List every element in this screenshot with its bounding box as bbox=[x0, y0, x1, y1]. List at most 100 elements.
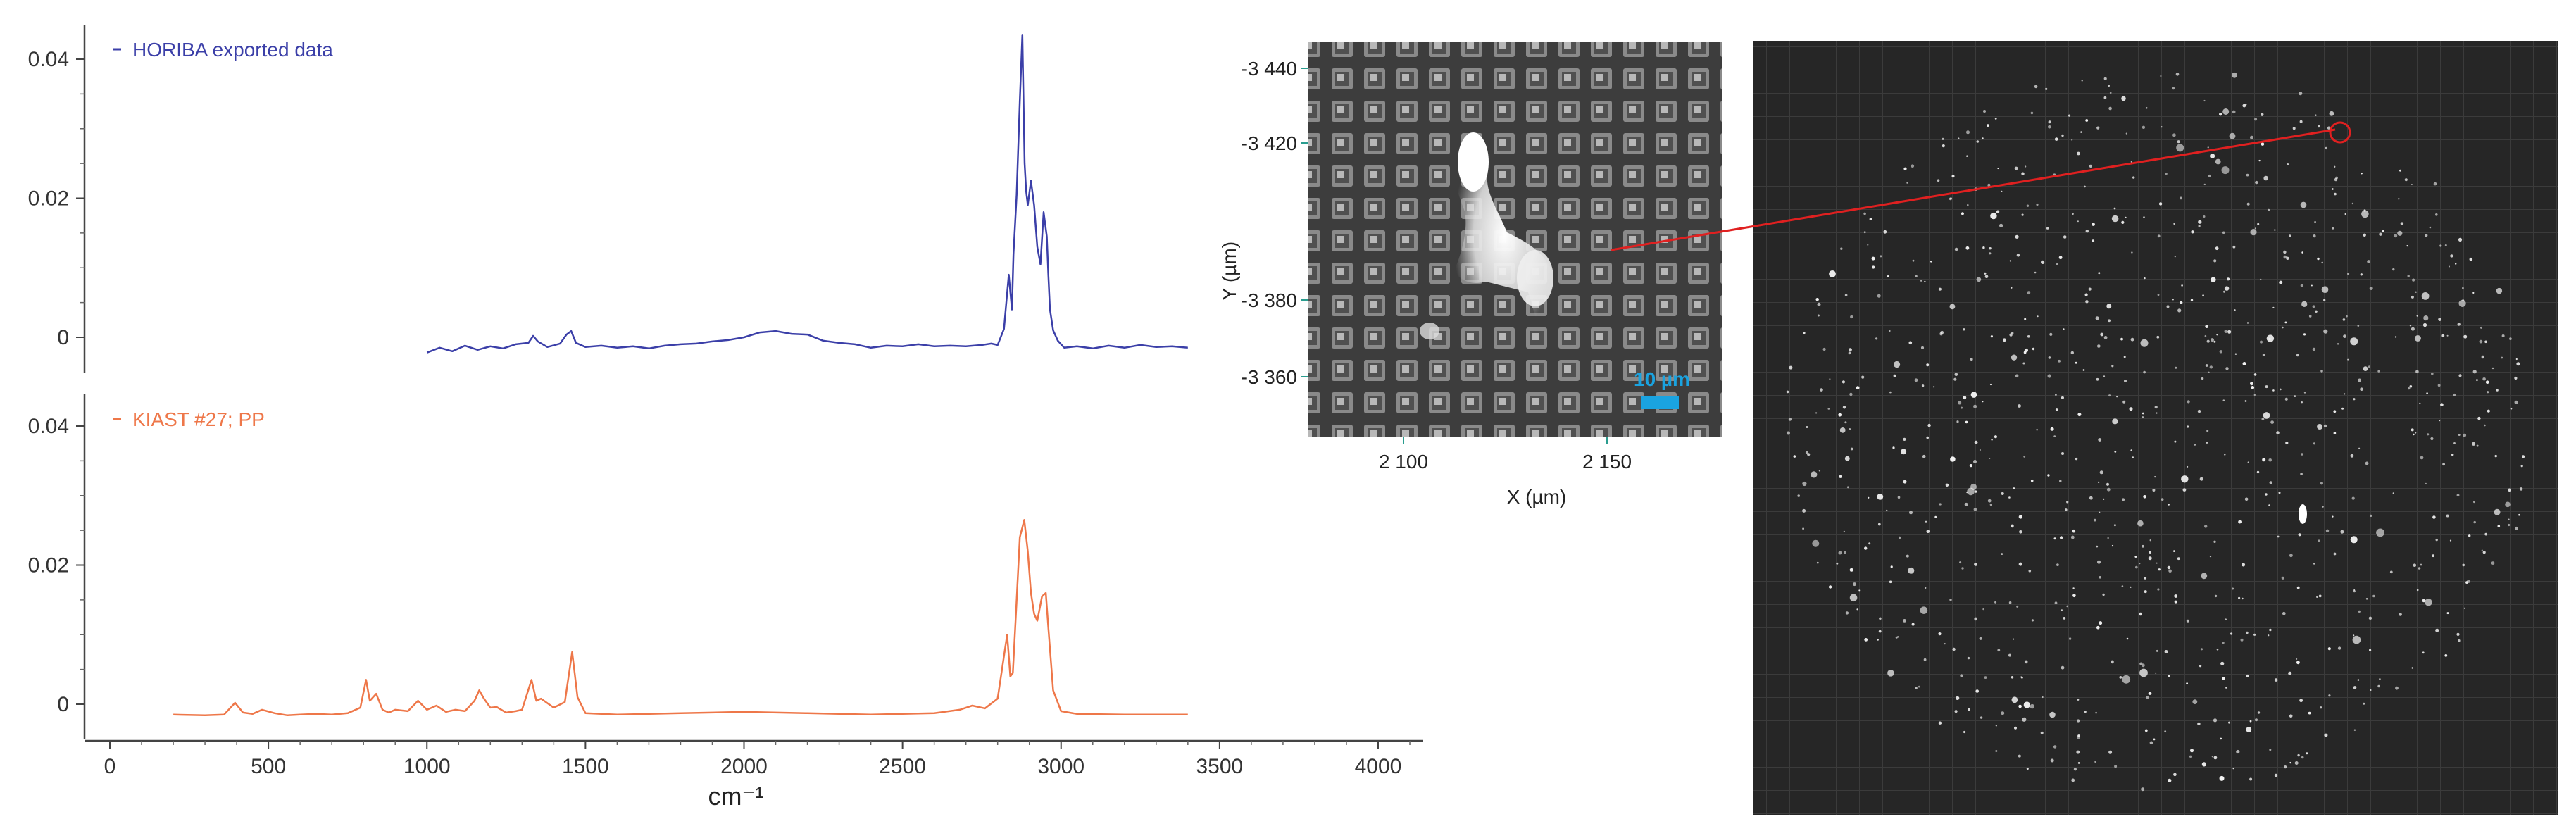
particle-speck bbox=[2175, 73, 2180, 76]
particle-speck bbox=[2240, 638, 2244, 642]
particle-speck bbox=[2143, 370, 2146, 374]
particle-speck bbox=[1838, 551, 1842, 555]
particle-speck bbox=[2125, 216, 2127, 218]
particle-speck bbox=[2194, 444, 2196, 446]
particle-speck bbox=[1815, 412, 1818, 414]
particle-speck bbox=[2001, 492, 2004, 496]
particle-speck bbox=[2197, 722, 2201, 726]
particle-speck bbox=[1938, 721, 1942, 725]
particle-speck bbox=[2397, 230, 2403, 236]
particle-speck bbox=[2246, 727, 2252, 732]
y-tick-label: 0 bbox=[57, 326, 69, 349]
particle-speck bbox=[2308, 711, 2311, 715]
particle-speck bbox=[2282, 326, 2284, 329]
particle-speck bbox=[2439, 420, 2441, 422]
particle-speck bbox=[2050, 427, 2054, 431]
particle-speck bbox=[2268, 208, 2270, 211]
particle-speck bbox=[2221, 166, 2230, 175]
particle-speck bbox=[1853, 582, 1856, 587]
particle-speck bbox=[1973, 508, 1977, 511]
particle-speck bbox=[2487, 391, 2489, 394]
particle-speck bbox=[2201, 762, 2206, 767]
particle-speck bbox=[2161, 126, 2163, 128]
particle-speck bbox=[2322, 506, 2324, 508]
particle-speck bbox=[2085, 230, 2089, 233]
particle-speck bbox=[1987, 124, 1989, 127]
particle-speck bbox=[2232, 587, 2234, 590]
particle-speck bbox=[2298, 533, 2301, 537]
particle-speck bbox=[1990, 335, 1993, 338]
particle-speck bbox=[2222, 231, 2225, 234]
particle-speck bbox=[2011, 332, 2014, 334]
particle-speck bbox=[1956, 696, 1960, 701]
particle-speck bbox=[1926, 363, 1930, 367]
particle-speck bbox=[2103, 498, 2105, 501]
particle-speck bbox=[1926, 436, 1929, 439]
particle-speck bbox=[1836, 562, 1839, 565]
particle-speck bbox=[1789, 365, 1793, 370]
particle-speck bbox=[2049, 332, 2053, 336]
particle-speck bbox=[2358, 447, 2361, 449]
particle-speck bbox=[1980, 716, 1983, 719]
particle-speck bbox=[1861, 375, 1865, 379]
particle-speck bbox=[1984, 272, 1987, 275]
particle-speck bbox=[1958, 137, 1960, 139]
particle-speck bbox=[2289, 761, 2291, 764]
particle-speck bbox=[2438, 318, 2442, 321]
particle-speck bbox=[1956, 420, 1959, 423]
particle-speck bbox=[2246, 631, 2249, 634]
particle-speck bbox=[1840, 247, 1843, 250]
particle-speck bbox=[2025, 165, 2027, 168]
particle-speck bbox=[1974, 563, 1977, 566]
particle-speck bbox=[2408, 387, 2411, 390]
particle-speck bbox=[1818, 470, 1821, 472]
particle-speck bbox=[1996, 210, 2000, 213]
particle-speck bbox=[2204, 525, 2208, 528]
particle-speck bbox=[1912, 259, 1915, 262]
particle-speck bbox=[2414, 335, 2421, 342]
particle-speck bbox=[2055, 394, 2057, 396]
particle-speck bbox=[2463, 433, 2467, 437]
particle-speck bbox=[1849, 568, 1853, 572]
particle-speck bbox=[2036, 203, 2039, 206]
particle-speck bbox=[2425, 599, 2432, 606]
particle-speck bbox=[2357, 325, 2360, 327]
particle-speck bbox=[2501, 356, 2503, 359]
particle-speck bbox=[2254, 118, 2258, 121]
particle-speck bbox=[1932, 386, 1935, 388]
particle-speck bbox=[2318, 125, 2320, 128]
particle-speck bbox=[2327, 647, 2331, 651]
particle-speck bbox=[2048, 120, 2051, 124]
particle-speck bbox=[2422, 323, 2427, 327]
particle-speck bbox=[1983, 110, 1986, 113]
particle-speck bbox=[1989, 458, 1991, 459]
particle-speck bbox=[2156, 562, 2158, 564]
particle-speck bbox=[2132, 176, 2135, 179]
particle-speck bbox=[2516, 362, 2520, 366]
particle-speck bbox=[2168, 569, 2172, 573]
particle-speck bbox=[2312, 347, 2316, 351]
particle-speck bbox=[2261, 418, 2265, 421]
particle-speck bbox=[2472, 442, 2476, 446]
x-tick-label: 2000 bbox=[720, 755, 768, 778]
particle-speck bbox=[2103, 375, 2106, 377]
series-lines bbox=[173, 34, 1188, 717]
x-tick-label: 3000 bbox=[1037, 755, 1084, 778]
particle-speck bbox=[2415, 370, 2419, 374]
particle-speck bbox=[2199, 665, 2202, 668]
particle-speck bbox=[2112, 418, 2118, 425]
particle-speck bbox=[2077, 762, 2080, 764]
particle-speck bbox=[2174, 594, 2178, 598]
particle-speck bbox=[2370, 689, 2372, 691]
particle-speck bbox=[2311, 284, 2313, 287]
particle-speck bbox=[2332, 515, 2334, 518]
particle-speck bbox=[2192, 699, 2198, 704]
particle-speck bbox=[2421, 292, 2430, 300]
particle-speck bbox=[2034, 85, 2038, 89]
particle-speck bbox=[1889, 330, 1891, 332]
particle-speck bbox=[2323, 424, 2327, 428]
particle-speck bbox=[1839, 475, 1842, 478]
particle-speck bbox=[2409, 385, 2413, 388]
particle-speck bbox=[2350, 337, 2358, 346]
particle-speck bbox=[2097, 481, 2100, 484]
